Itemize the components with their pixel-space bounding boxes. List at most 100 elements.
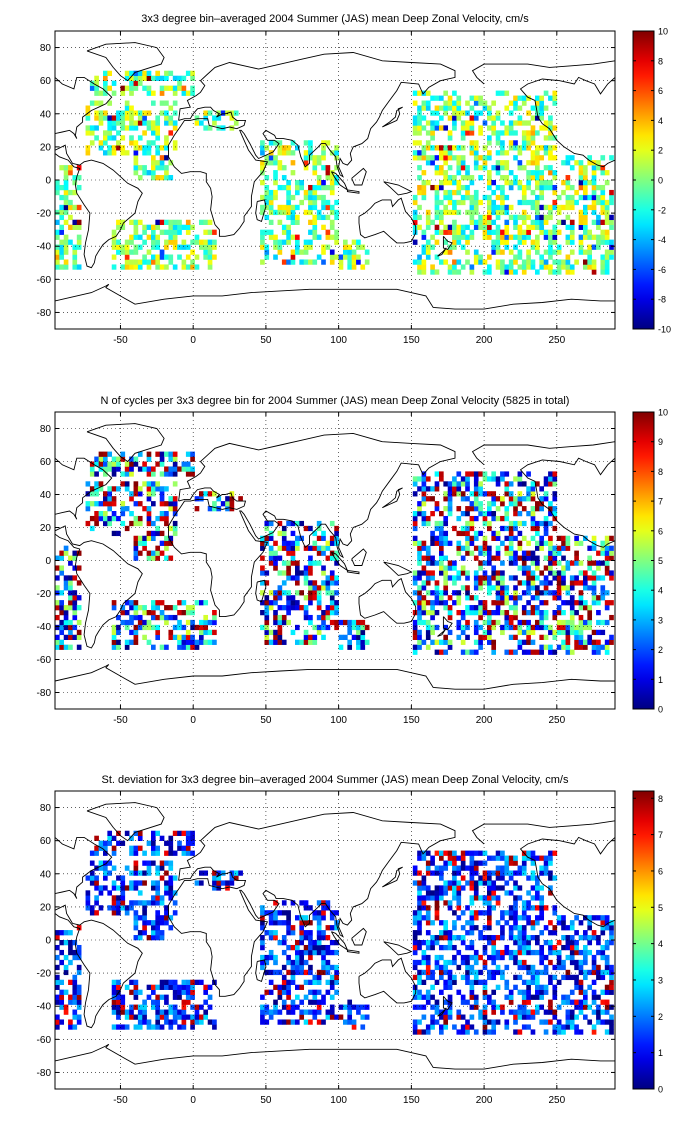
- data-cell: [548, 234, 553, 240]
- data-cell: [473, 629, 479, 636]
- data-cell: [59, 949, 65, 956]
- data-cell: [417, 155, 422, 161]
- data-cell: [609, 575, 614, 581]
- data-cell: [168, 1019, 174, 1025]
- data-cell: [295, 545, 300, 551]
- data-cell: [190, 605, 195, 611]
- data-cell: [116, 895, 121, 901]
- data-cell: [491, 244, 497, 250]
- data-cell: [308, 639, 313, 645]
- data-cell: [583, 949, 588, 956]
- data-cell: [583, 219, 588, 225]
- data-cell: [539, 600, 545, 606]
- data-cell: [103, 130, 108, 136]
- data-cell: [417, 204, 422, 211]
- data-cell: [59, 570, 65, 576]
- data-cell: [89, 501, 95, 507]
- data-cell: [443, 880, 449, 886]
- data-cell: [55, 935, 60, 941]
- data-cell: [356, 239, 361, 245]
- data-cell: [521, 560, 527, 566]
- data-cell: [181, 830, 187, 836]
- data-cell: [521, 905, 527, 911]
- data-cell: [535, 525, 540, 532]
- data-cell: [535, 565, 540, 571]
- data-cell: [443, 1024, 449, 1030]
- data-cell: [587, 575, 593, 581]
- data-cell: [513, 900, 518, 906]
- data-cell: [526, 496, 531, 502]
- data-cell: [600, 229, 606, 235]
- data-cell: [543, 865, 549, 871]
- data-cell: [491, 959, 497, 966]
- data-cell: [548, 184, 553, 191]
- colorbar-tick-label: -8: [658, 295, 666, 305]
- data-cell: [133, 550, 139, 556]
- data-cell: [500, 875, 505, 881]
- data-cell: [146, 486, 152, 492]
- data-cell: [578, 634, 584, 640]
- data-cell: [103, 491, 108, 497]
- data-cell: [600, 219, 606, 225]
- data-cell: [539, 1019, 545, 1025]
- data-cell: [421, 125, 427, 131]
- data-cell: [159, 515, 165, 522]
- data-cell: [89, 130, 95, 136]
- data-cell: [530, 935, 536, 941]
- data-cell: [552, 199, 558, 206]
- data-cell: [142, 254, 147, 260]
- coastline: [55, 283, 615, 329]
- data-cell: [535, 595, 540, 601]
- data-cell: [98, 515, 104, 522]
- data-cell: [159, 219, 165, 225]
- data-cell: [439, 229, 444, 235]
- data-cell: [146, 491, 152, 497]
- data-cell: [504, 180, 510, 186]
- data-cell: [513, 145, 518, 151]
- data-cell: [439, 954, 444, 961]
- data-cell: [172, 530, 178, 537]
- data-cell: [469, 925, 475, 931]
- colorbar-tick-label: 6: [658, 86, 663, 96]
- data-cell: [321, 180, 326, 186]
- data-cell: [133, 979, 139, 985]
- data-cell: [447, 155, 453, 161]
- data-cell: [142, 610, 147, 616]
- data-cell: [151, 125, 156, 131]
- data-cell: [172, 244, 178, 250]
- data-cell: [478, 875, 483, 881]
- data-cell: [63, 175, 69, 181]
- data-cell: [548, 850, 553, 856]
- data-cell: [72, 634, 78, 640]
- data-cell: [151, 229, 156, 235]
- data-cell: [124, 984, 130, 990]
- data-cell: [421, 180, 427, 186]
- data-cell: [151, 885, 156, 891]
- data-cell: [434, 870, 440, 876]
- data-cell: [312, 165, 318, 171]
- data-cell: [185, 984, 191, 990]
- data-cell: [172, 85, 178, 91]
- data-cell: [508, 249, 514, 255]
- data-cell: [111, 244, 117, 250]
- data-cell: [190, 624, 195, 631]
- data-cell: [129, 1009, 134, 1015]
- data-cell: [508, 184, 514, 191]
- data-cell: [491, 471, 497, 477]
- data-cell: [334, 525, 339, 532]
- data-cell: [591, 170, 597, 176]
- data-cell: [155, 830, 161, 836]
- data-cell: [452, 954, 457, 961]
- data-cell: [465, 194, 470, 201]
- data-cell: [185, 90, 191, 96]
- data-cell: [111, 999, 117, 1005]
- data-cell: [216, 875, 222, 881]
- data-cell: [159, 175, 165, 181]
- data-cell: [142, 239, 147, 245]
- data-cell: [155, 145, 161, 151]
- data-cell: [478, 511, 483, 517]
- data-cell: [465, 585, 470, 591]
- data-cell: [155, 515, 161, 522]
- data-cell: [168, 224, 174, 230]
- data-cell: [439, 105, 444, 111]
